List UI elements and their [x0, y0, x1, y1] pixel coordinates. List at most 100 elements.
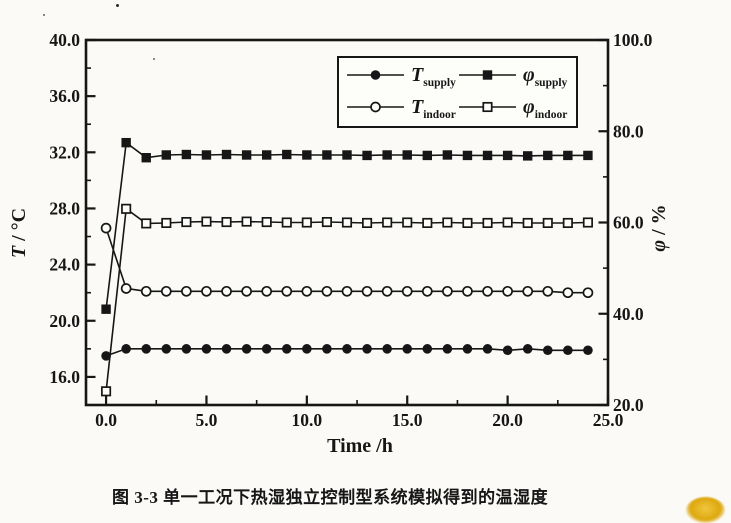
- legend-label: Tsupply: [411, 64, 456, 89]
- right-axis: 20.0 40.0 60.0 80.0 100.0 φ / %: [598, 30, 670, 415]
- data-point-marker: [583, 345, 593, 356]
- scanned-document-page: 0.0 5.0 10.0 15.0 20.0 25.0 Time /h 16.0 20.0 24.…: [8, 4, 725, 523]
- data-point-marker: [241, 216, 252, 227]
- data-point-marker: [462, 150, 473, 161]
- data-point-marker: [321, 285, 333, 297]
- x-tick-label: 20.0: [492, 410, 523, 430]
- right-tick-label: 40.0: [613, 304, 644, 324]
- data-point-marker: [522, 217, 533, 229]
- data-point-marker: [542, 345, 553, 356]
- data-point-marker: [342, 344, 352, 354]
- data-point-marker: [542, 217, 553, 229]
- data-point-marker: [583, 150, 593, 161]
- data-point-marker: [502, 345, 513, 356]
- data-point-marker: [342, 150, 352, 160]
- legend-item-T_supply: Tsupply: [347, 64, 456, 89]
- data-point-marker: [381, 285, 393, 297]
- data-point-marker: [100, 222, 112, 234]
- data-point-marker: [161, 217, 172, 229]
- data-point-marker: [121, 137, 131, 148]
- data-point-marker: [421, 285, 433, 297]
- data-point-marker: [442, 217, 453, 228]
- data-point-marker: [341, 285, 353, 297]
- data-point-marker: [221, 285, 232, 297]
- legend-item-T_indoor: Tindoor: [347, 96, 456, 121]
- data-point-marker: [422, 217, 433, 229]
- data-point-marker: [582, 287, 594, 299]
- data-point-marker: [362, 217, 373, 229]
- data-point-marker: [281, 217, 292, 228]
- data-point-marker: [402, 150, 412, 160]
- series-T_indoor: [100, 222, 594, 299]
- data-point-marker: [370, 70, 381, 80]
- x-tick-label: 5.0: [196, 410, 218, 430]
- x-tick-label: 10.0: [292, 410, 323, 430]
- scan-speck: [43, 14, 45, 16]
- data-point-marker: [301, 285, 313, 297]
- scan-speck: [116, 4, 119, 7]
- data-point-marker: [482, 285, 493, 297]
- data-point-marker: [221, 149, 232, 160]
- data-point-marker: [442, 344, 453, 354]
- data-point-marker: [502, 217, 513, 228]
- right-tick-label: 60.0: [613, 213, 644, 233]
- data-point-marker: [181, 344, 192, 354]
- right-axis-title: φ / %: [648, 204, 670, 251]
- data-point-marker: [322, 150, 332, 160]
- data-point-marker: [402, 217, 413, 228]
- data-point-marker: [241, 150, 252, 160]
- data-point-marker: [302, 344, 312, 354]
- data-point-marker: [301, 217, 312, 228]
- data-point-marker: [382, 344, 392, 354]
- data-point-marker: [402, 344, 413, 354]
- legend-label: φsupply: [523, 64, 568, 89]
- data-point-marker: [181, 149, 192, 160]
- data-point-marker: [140, 285, 152, 297]
- data-point-marker: [563, 345, 573, 356]
- data-point-marker: [322, 344, 332, 354]
- x-axis-title: Time /h: [327, 435, 393, 457]
- data-point-marker: [582, 217, 593, 228]
- data-point-marker: [482, 101, 493, 113]
- x-tick-label: 0.0: [95, 410, 117, 430]
- data-point-marker: [160, 285, 172, 297]
- left-axis-title: T / °C: [8, 208, 30, 258]
- data-point-marker: [562, 287, 574, 299]
- x-tick-label: 15.0: [392, 410, 423, 430]
- data-point-marker: [101, 304, 111, 314]
- left-tick-label: 36.0: [49, 86, 80, 106]
- data-point-marker: [442, 285, 453, 297]
- data-point-marker: [542, 285, 554, 297]
- data-point-marker: [221, 344, 232, 354]
- left-tick-label: 20.0: [49, 311, 80, 331]
- x-axis: 0.0 5.0 10.0 15.0 20.0 25.0 Time /h: [95, 395, 624, 457]
- data-point-marker: [401, 285, 413, 297]
- data-point-marker: [201, 216, 212, 227]
- data-point-marker: [121, 203, 132, 214]
- data-point-marker: [543, 150, 553, 161]
- data-point-marker: [281, 344, 292, 354]
- data-point-marker: [321, 216, 332, 228]
- legend-label: Tindoor: [411, 96, 456, 121]
- highlight-blob: [686, 497, 725, 523]
- data-point-marker: [341, 217, 353, 228]
- data-point-marker: [370, 101, 381, 113]
- left-axis: 16.0 20.0 24.0 28.0 32.0 36.0 40.0 T / °C: [8, 30, 96, 387]
- data-point-marker: [462, 217, 473, 229]
- data-point-marker: [261, 285, 273, 297]
- left-tick-label: 28.0: [49, 198, 80, 218]
- data-point-marker: [121, 344, 131, 354]
- right-tick-label: 100.0: [613, 30, 653, 50]
- right-tick-label: 20.0: [613, 395, 644, 415]
- series-line: [105, 207, 588, 392]
- scan-speck: [153, 58, 155, 60]
- figure-caption: 图 3-3 单一工况下热湿独立控制型系统模拟得到的温湿度: [112, 488, 549, 507]
- series-line: [105, 227, 588, 294]
- legend-item-phi_indoor: φindoor: [459, 96, 567, 121]
- data-point-marker: [522, 285, 534, 297]
- data-point-marker: [422, 150, 433, 161]
- data-point-marker: [522, 344, 533, 354]
- data-point-marker: [442, 150, 453, 160]
- right-tick-label: 80.0: [613, 121, 644, 141]
